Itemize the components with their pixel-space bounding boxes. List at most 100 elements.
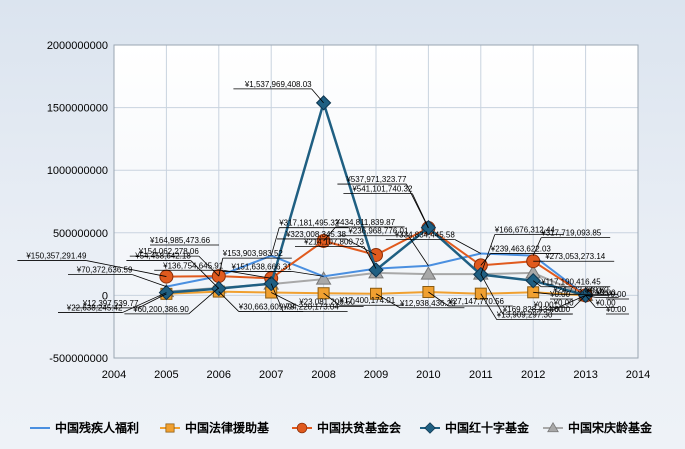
x-tick-label: 2012 [521, 369, 545, 381]
label-leader [480, 293, 498, 320]
y-tick-label: 1500000000 [47, 103, 108, 115]
data-label: ¥166,676,312.44 [494, 226, 556, 235]
series-4 [158, 95, 594, 304]
y-tick-label: 2000000000 [47, 40, 108, 52]
data-label: ¥54,458,642.18 [134, 252, 191, 261]
data-label: ¥0.00 [553, 298, 575, 307]
legend-swatch-marker [165, 423, 175, 433]
legend-item-3: 中国扶贫基金会 [292, 420, 402, 435]
label-leader [270, 227, 280, 256]
data-label: ¥323,008,345.38 [285, 230, 347, 239]
data-label: ¥117,190,416.45 [540, 278, 601, 287]
label-leader [122, 292, 167, 313]
label-leader [428, 291, 449, 307]
data-label: ¥30,663,609.78 [238, 303, 295, 312]
axes: -500000000 0 500000000 1000000000 1500000000… [47, 40, 650, 381]
label-leader [408, 235, 429, 266]
legend-label: 中国宋庆龄基金 [568, 420, 653, 435]
x-tick-label: 2010 [416, 369, 440, 381]
label-leader [412, 193, 429, 228]
data-label: ¥239,463,622.03 [490, 244, 552, 253]
legend-label: 中国法律援助基 [185, 420, 270, 435]
label-leader [198, 255, 220, 277]
data-label: ¥150,357,291.49 [25, 252, 87, 261]
data-label: ¥169,828,434.60 [502, 305, 564, 314]
data-point-square [165, 423, 175, 433]
legend-swatch-marker [424, 422, 436, 434]
data-point-circle [296, 422, 308, 434]
legend-item-1: 中国残疾人福利 [30, 420, 139, 435]
label-leader [345, 238, 377, 256]
data-label: ¥0.00 [549, 305, 571, 314]
label-leader [270, 283, 284, 312]
data-label: ¥0.00 [595, 298, 617, 307]
data-label: ¥12,938,436.20 [399, 299, 456, 308]
label-leader [532, 237, 542, 256]
data-label: ¥317,719,093.85 [540, 229, 602, 238]
data-label: ¥24,773,049.52 [552, 285, 609, 294]
x-tick-label: 2009 [364, 369, 388, 381]
label-leader [573, 295, 586, 308]
data-label: ¥334,834,445.58 [394, 230, 456, 239]
y-tick-label: 1000000000 [47, 165, 108, 177]
data-label: ¥434,811,839.87 [335, 218, 396, 227]
x-tick-label: 2008 [311, 369, 335, 381]
data-label: ¥537,971,323.77 [345, 175, 407, 184]
data-point-triangle [420, 266, 437, 280]
legend-swatch-marker [547, 422, 559, 433]
label-leader [363, 246, 377, 269]
data-label: ¥0.00 [605, 290, 627, 299]
x-tick-label: 2014 [626, 369, 650, 381]
label-leader [585, 295, 596, 308]
plot-border [113, 44, 639, 359]
x-tick-label: 2004 [102, 369, 126, 381]
x-tick-label: 2007 [259, 369, 283, 381]
data-label: ¥0.00 [533, 300, 555, 309]
data-label: ¥151,638,666.31 [231, 262, 293, 271]
y-tick-label: -500000000 [49, 353, 108, 365]
data-label: ¥17,400,174.01 [339, 296, 396, 305]
data-label: ¥136,754,645.91 [162, 261, 224, 270]
data-label: ¥273,053,273.14 [544, 252, 606, 261]
x-tick-label: 2006 [207, 369, 231, 381]
data-label: ¥70,372,636.59 [76, 266, 133, 275]
label-leader [323, 292, 340, 306]
x-tick-label: 2013 [573, 369, 597, 381]
label-leader [454, 239, 481, 254]
label-leader [223, 269, 272, 279]
data-label: ¥214,107,800.73 [303, 238, 365, 247]
data-point-triangle [315, 271, 332, 285]
legend-item-5: 中国宋庆龄基金 [543, 420, 653, 435]
data-label: ¥60,200,386.90 [132, 305, 189, 314]
data-label: ¥27,147,770.56 [447, 297, 504, 306]
legend-swatch-marker [296, 422, 308, 434]
data-point-diamond [368, 262, 384, 278]
data-label: ¥0.00 [549, 290, 571, 299]
label-leader [188, 287, 220, 315]
legend-item-4: 中国红十字基金 [420, 420, 530, 435]
label-leader [190, 260, 220, 289]
legend-item-2: 中国法律援助基 [160, 420, 270, 435]
data-label: ¥12,397,539.77 [82, 299, 139, 308]
data-label: ¥541,101,740.32 [351, 185, 413, 194]
data-point-triangle [547, 422, 559, 433]
data-label: ¥153,903,983.52 [222, 249, 284, 258]
label-leader [375, 293, 401, 309]
data-label: ¥0.00 [595, 288, 617, 297]
y-tick-label: 0 [102, 290, 108, 302]
data-label: ¥13,909,297.30 [496, 311, 553, 320]
label-leader [532, 280, 542, 288]
data-point-diamond [424, 422, 436, 434]
data-label: ¥164,985,473.66 [149, 236, 211, 245]
legend-label: 中国残疾人福利 [55, 420, 139, 435]
data-label: ¥23,081,206.50 [298, 298, 355, 307]
label-leader [218, 291, 240, 312]
y-tick-label: 500000000 [53, 228, 108, 240]
label-leader [138, 293, 167, 309]
data-labels: ¥70,372,636.59 ¥153,903,983.52 ¥317,181,49… [17, 80, 629, 321]
data-label: ¥0.00 [605, 305, 627, 314]
legend-label: 中国红十字基金 [445, 420, 530, 435]
label-leader [291, 271, 324, 277]
label-leader [86, 260, 167, 277]
